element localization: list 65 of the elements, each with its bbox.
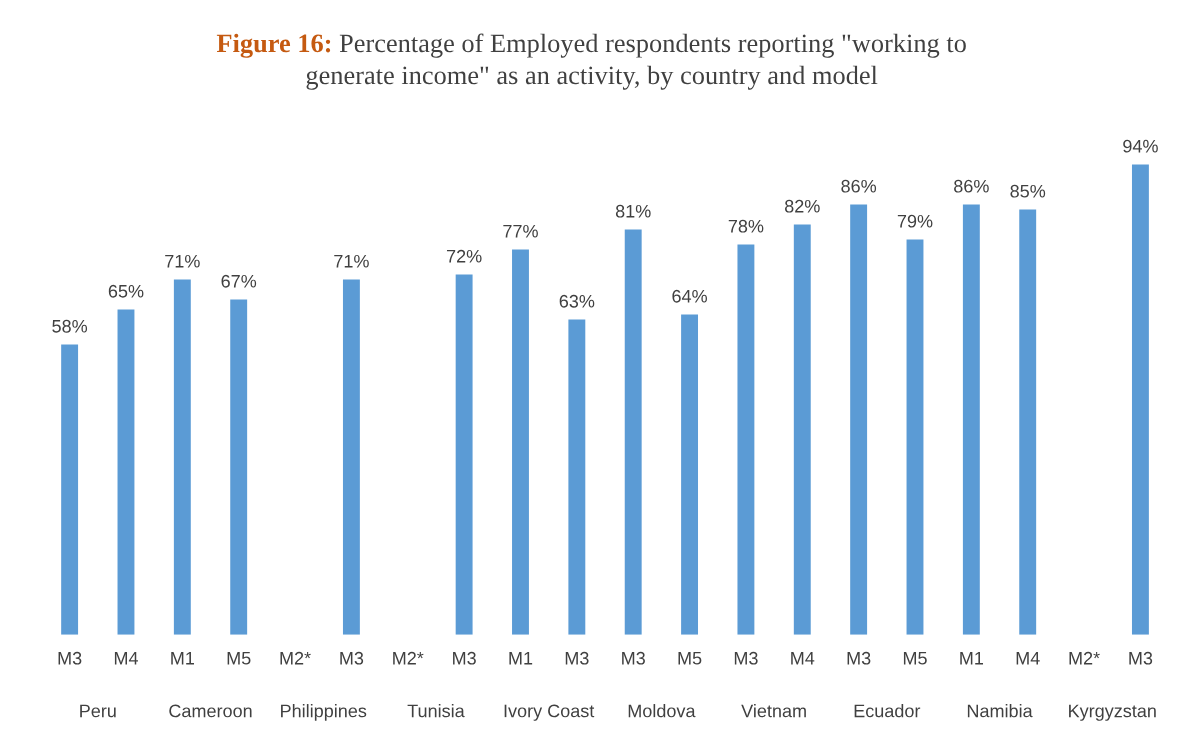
bar bbox=[681, 314, 699, 635]
x-tick-label: M1 bbox=[509, 652, 533, 665]
bar bbox=[173, 279, 191, 635]
data-label: 86% bbox=[954, 179, 989, 193]
text: Tunisia bbox=[407, 704, 465, 718]
x-tick-label: M2* bbox=[393, 651, 424, 665]
data-label: 94% bbox=[1123, 139, 1158, 153]
bar bbox=[117, 309, 135, 635]
data-label: 58% bbox=[52, 319, 88, 333]
bar bbox=[455, 274, 473, 635]
text: Vietnam bbox=[741, 704, 806, 718]
bar bbox=[624, 229, 642, 635]
data-label: 81% bbox=[615, 204, 651, 218]
data-label: 79% bbox=[897, 214, 933, 228]
data-label: 64% bbox=[672, 289, 707, 303]
data-label: 85% bbox=[1010, 184, 1046, 198]
data-label: 77% bbox=[503, 224, 538, 238]
chart-title: Figure 16: Percentage of Employed respondents reporting "working to generate income" as an activity, by country and model bbox=[216, 33, 966, 90]
bar bbox=[342, 279, 360, 635]
x-tick-label: M2* bbox=[280, 651, 311, 665]
text: Philippines bbox=[281, 704, 367, 721]
x-tick-label: M3 bbox=[453, 651, 476, 665]
data-label: 86% bbox=[841, 179, 877, 193]
x-tick-label: M4 bbox=[114, 652, 138, 665]
x-tick-label: M3 bbox=[1129, 651, 1153, 665]
bar bbox=[962, 204, 980, 635]
x-tick-label: M4 bbox=[791, 652, 815, 665]
x-tick-label: M3 bbox=[622, 651, 645, 665]
bar bbox=[1131, 164, 1149, 635]
x-tick-label: M3 bbox=[734, 651, 758, 665]
bar bbox=[793, 224, 811, 635]
data-label: 65% bbox=[108, 284, 144, 298]
x-tick-label: M2* bbox=[1069, 651, 1100, 665]
text: Peru bbox=[80, 704, 116, 718]
x-tick-label: M5 bbox=[903, 652, 927, 665]
bar bbox=[1019, 209, 1037, 635]
data-label: 67% bbox=[221, 274, 257, 288]
text: Ecuador bbox=[854, 704, 921, 718]
data-label: 78% bbox=[728, 219, 764, 233]
text: Moldova bbox=[628, 704, 696, 718]
text: Namibia bbox=[967, 704, 1033, 718]
bar bbox=[850, 204, 868, 635]
x-tick-label: M5 bbox=[678, 652, 702, 665]
bar bbox=[230, 299, 248, 635]
bar bbox=[512, 249, 529, 635]
bar bbox=[568, 319, 586, 635]
data-label: 82% bbox=[784, 199, 820, 213]
data-label: 71% bbox=[165, 254, 200, 268]
x-tick-label: M3 bbox=[58, 651, 82, 665]
x-tick-label: M3 bbox=[340, 651, 364, 665]
text: Kyrgyzstan bbox=[1069, 704, 1156, 721]
text: Cameroon bbox=[169, 704, 252, 718]
data-label: 72% bbox=[446, 249, 482, 263]
text: Ivory Coast bbox=[504, 704, 595, 721]
bar bbox=[737, 244, 755, 635]
x-tick-label: M3 bbox=[847, 651, 871, 665]
x-tick-label: M3 bbox=[565, 651, 589, 665]
bar bbox=[906, 239, 924, 635]
x-tick-label: M5 bbox=[227, 652, 251, 665]
x-tick-label: M1 bbox=[960, 652, 984, 665]
bar bbox=[61, 344, 79, 635]
x-tick-label: M4 bbox=[1016, 652, 1040, 665]
x-tick-label: M1 bbox=[171, 652, 194, 665]
data-label: 71% bbox=[334, 254, 369, 268]
data-label: 63% bbox=[559, 294, 595, 308]
